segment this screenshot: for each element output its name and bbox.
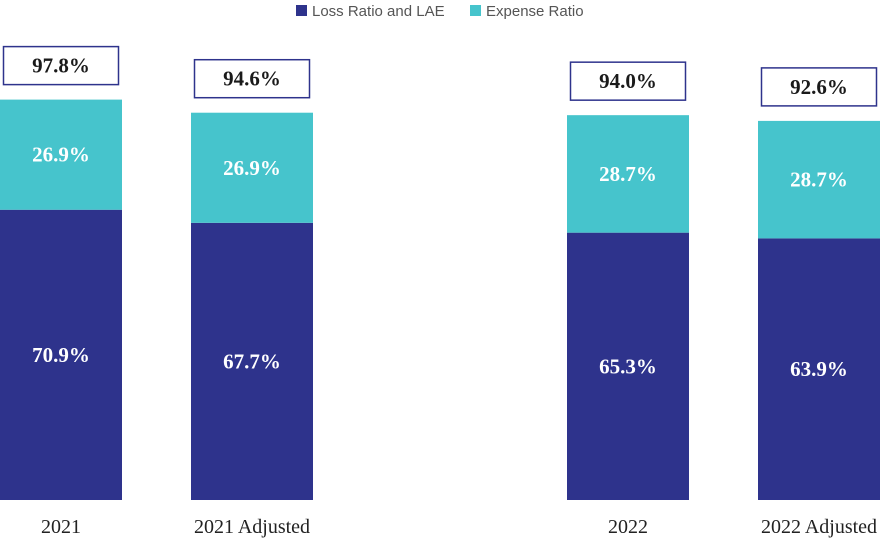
- total-label: 94.6%: [223, 67, 281, 91]
- data-label-expense: 28.7%: [599, 162, 657, 186]
- legend-swatch-loss: [296, 5, 307, 16]
- legend-label-loss: Loss Ratio and LAE: [312, 3, 445, 20]
- total-box: [193, 58, 311, 99]
- data-label-loss: 65.3%: [599, 354, 657, 378]
- data-label-expense: 28.7%: [790, 168, 848, 192]
- category-label: 2022: [608, 516, 648, 538]
- bar-loss-ratio: [758, 238, 880, 500]
- data-label-loss: 70.9%: [32, 343, 90, 367]
- legend-label-expense: Expense Ratio: [486, 3, 584, 20]
- data-label-loss: 63.9%: [790, 357, 848, 381]
- total-label: 97.8%: [32, 54, 90, 78]
- total-box: [2, 45, 120, 86]
- legend-swatch-expense: [470, 5, 481, 16]
- total-label: 94.0%: [599, 69, 657, 93]
- data-label-expense: 26.9%: [32, 143, 90, 167]
- bar-expense-ratio: [0, 99, 122, 210]
- bar-expense-ratio: [758, 120, 880, 239]
- data-label-loss: 67.7%: [223, 349, 281, 373]
- total-label: 92.6%: [790, 75, 848, 99]
- total-box: [760, 67, 878, 107]
- total-box: [569, 61, 687, 101]
- bars-group: 70.9% 26.9% 97.8% 2021 67.7% 26.9% 94.6% 2021 A…: [0, 45, 880, 538]
- data-label-expense: 26.9%: [223, 156, 281, 180]
- bar-loss-ratio: [0, 209, 122, 500]
- bar-expense-ratio: [567, 115, 689, 233]
- category-label: 2021 Adjusted: [194, 516, 310, 538]
- bar-expense-ratio: [191, 112, 313, 223]
- legend: Loss Ratio and LAE Expense Ratio: [296, 3, 584, 20]
- category-label: 2021: [41, 516, 81, 538]
- bar-loss-ratio: [191, 222, 313, 501]
- bar-loss-ratio: [567, 232, 689, 500]
- category-label: 2022 Adjusted: [761, 516, 877, 538]
